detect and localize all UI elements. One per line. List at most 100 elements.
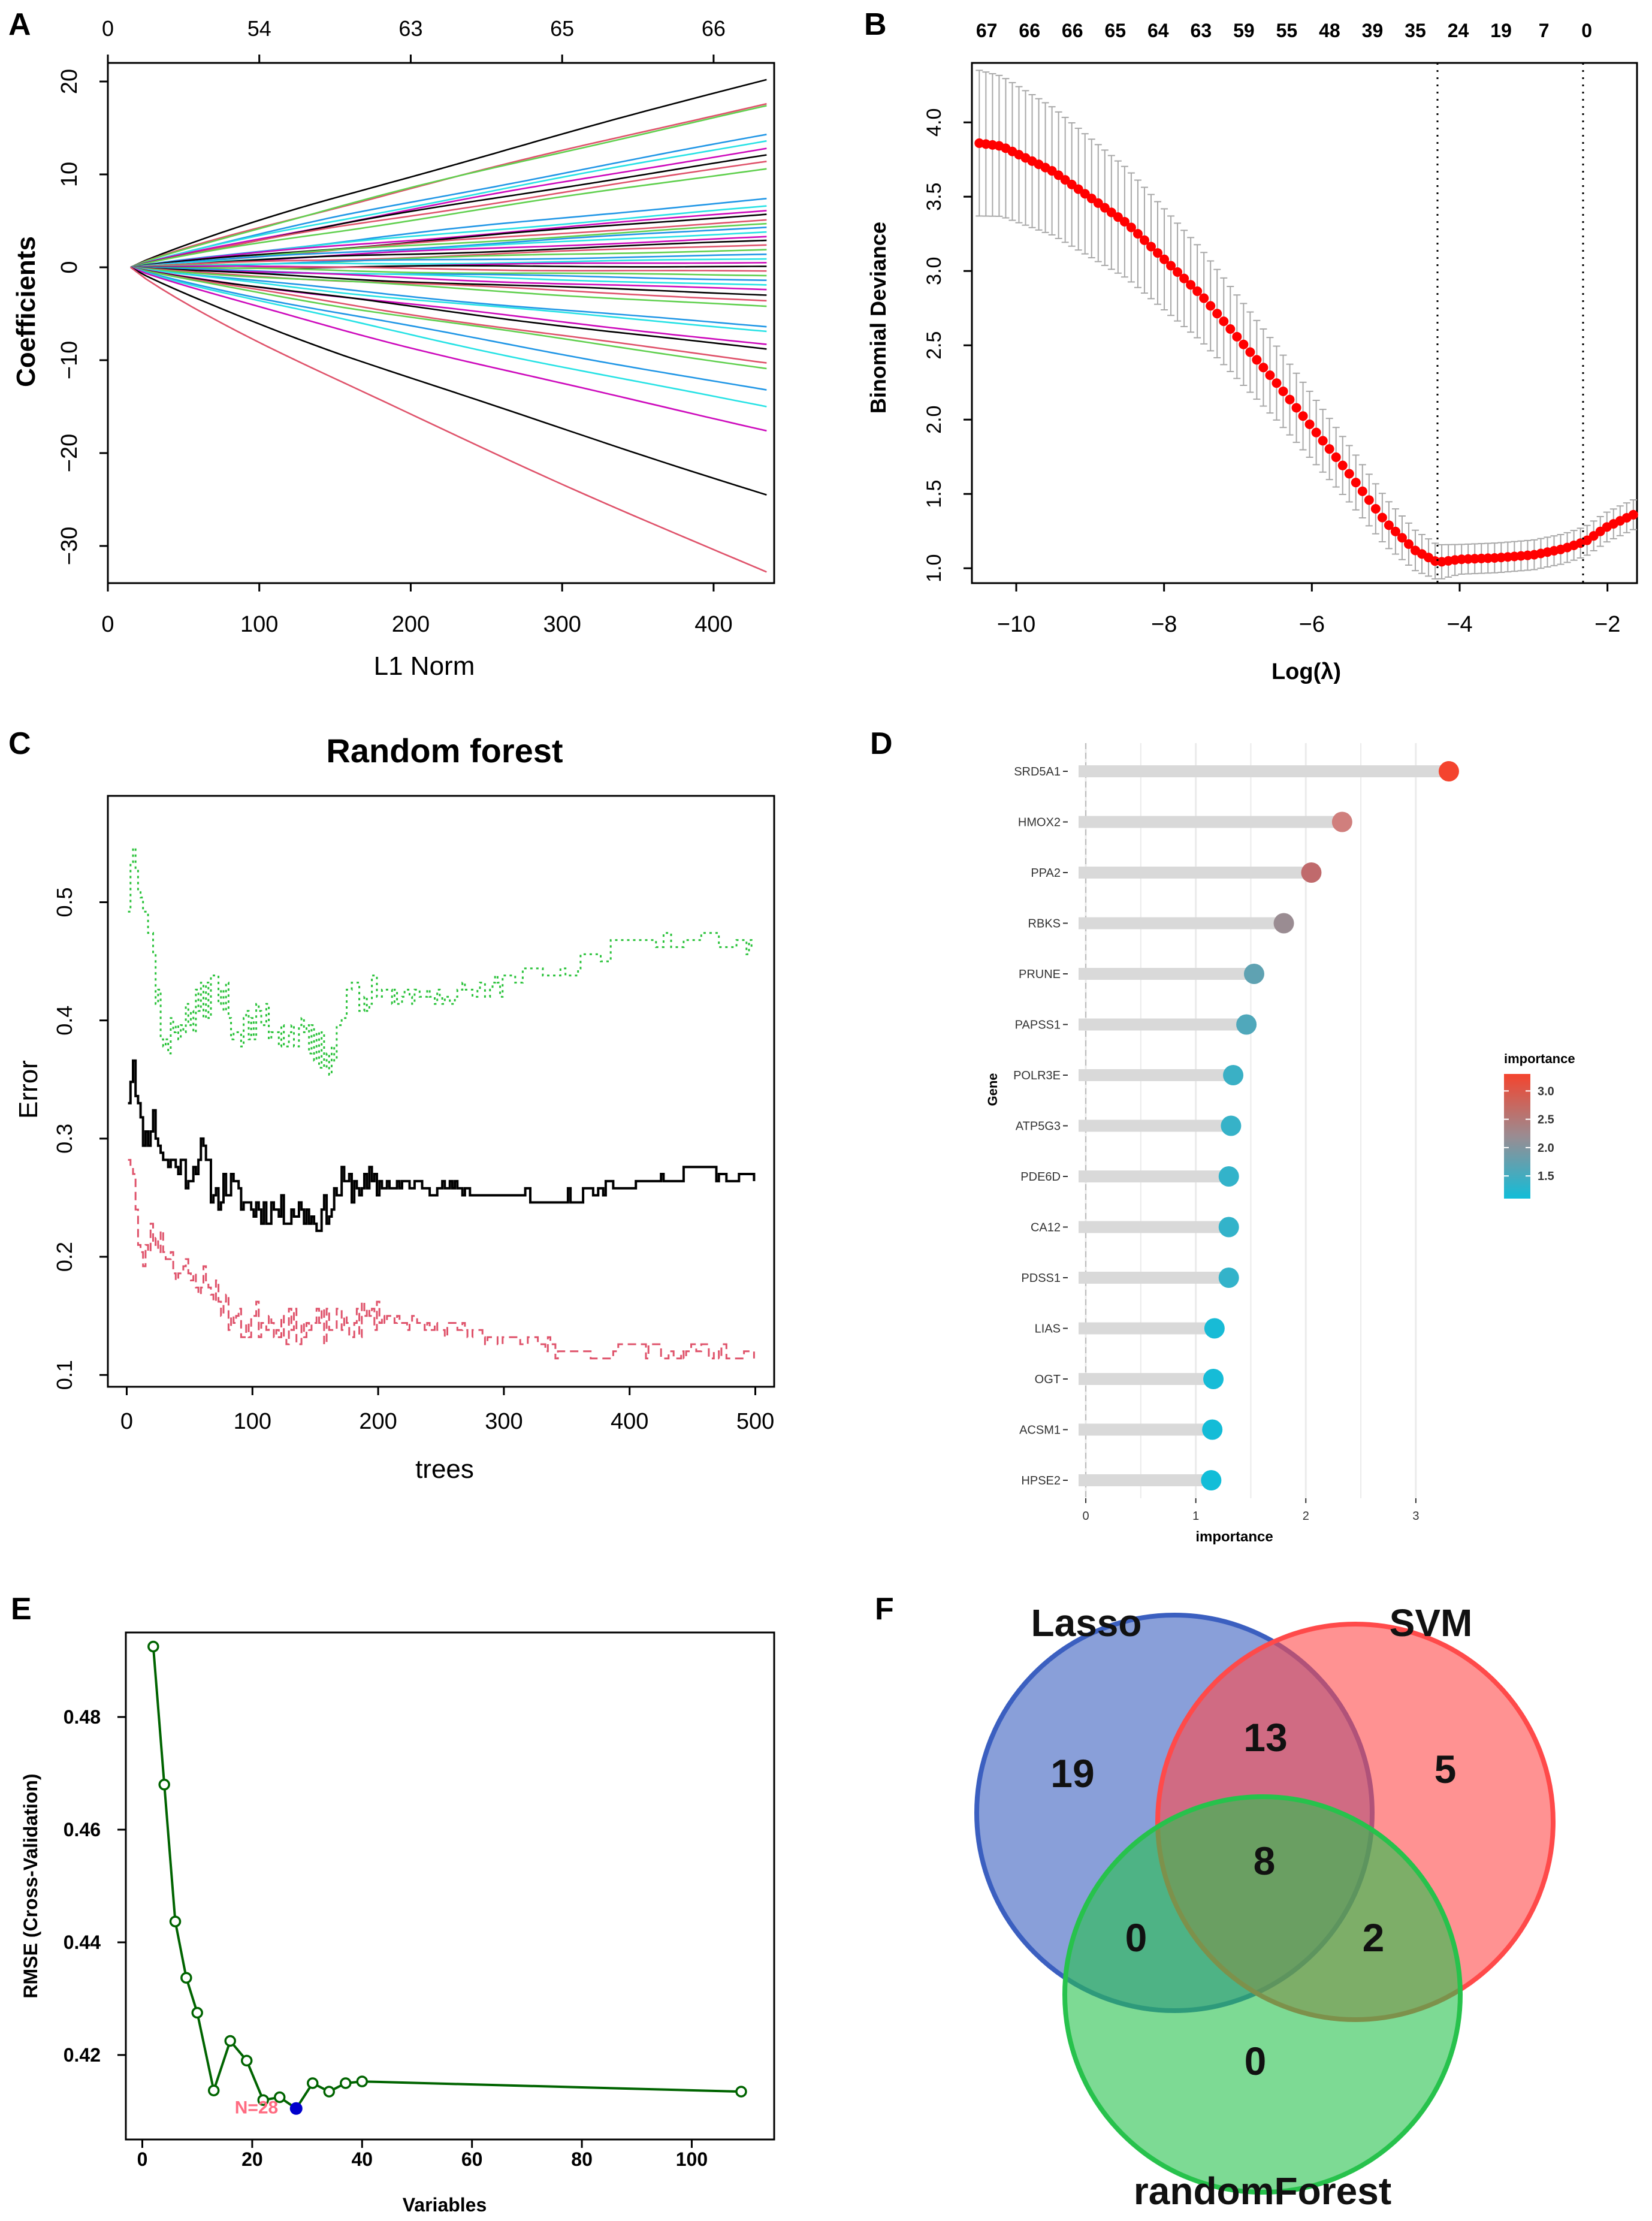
gene-label: SRD5A1	[1014, 765, 1061, 778]
coefficient-path-30	[130, 266, 767, 291]
panel-b-y-axis-title: Binomial Deviance	[866, 222, 890, 414]
panel-a-top-tick-label: 63	[398, 16, 422, 41]
deviance-point	[1258, 363, 1269, 373]
panel-b-top-tick-label: 59	[1233, 20, 1255, 41]
panel-d-legend-title: importance	[1504, 1051, 1575, 1066]
deviance-point	[1219, 316, 1229, 327]
coefficient-path-33	[130, 266, 767, 307]
deviance-point	[1225, 324, 1236, 334]
venn-region-lasso-only: 19	[1050, 1751, 1094, 1795]
panel-letter-c: C	[8, 726, 31, 761]
deviance-point	[1403, 539, 1414, 549]
deviance-point	[1331, 452, 1341, 462]
venn-label-svm: SVM	[1390, 1601, 1473, 1644]
panel-e-y-tick-label: 0.48	[64, 1706, 101, 1728]
deviance-point	[1384, 520, 1394, 530]
deviance-point	[1324, 444, 1334, 454]
panel-c-x-tick-label: 200	[359, 1409, 397, 1434]
panel-a-x-axis-title: L1 Norm	[374, 651, 475, 681]
panel-c-y-tick-label: 0.2	[52, 1242, 77, 1272]
panel-b-top-tick-label: 55	[1276, 20, 1298, 41]
panel-d-x-tick-label: 1	[1192, 1510, 1199, 1523]
rmse-point	[191, 2006, 203, 2019]
deviance-point	[1285, 394, 1295, 405]
rmse-point	[180, 1972, 192, 1984]
rmse-point	[224, 2035, 236, 2047]
panel-a-y-tick-label: 10	[57, 162, 82, 187]
venn-region-svm-only: 5	[1434, 1747, 1457, 1791]
lollipop-point	[1201, 1470, 1222, 1490]
rmse-point	[735, 2086, 747, 2098]
panel-e-rmse-curve: N=28	[147, 1640, 747, 2117]
coefficient-path-37	[130, 266, 767, 350]
panel-a-top-tick-label: 66	[702, 16, 726, 41]
panel-e-y-axis-title: RMSE (Cross-Validation)	[20, 1773, 41, 1998]
panel-d-legend-tick-label: 2.0	[1538, 1142, 1554, 1155]
coefficient-path-27	[130, 266, 767, 277]
deviance-point	[1252, 355, 1262, 365]
error-series-class2	[128, 847, 754, 1076]
deviance-point	[1311, 427, 1321, 437]
panel-letter-f: F	[875, 1592, 894, 1626]
rmse-point	[307, 2077, 319, 2089]
coefficient-path-32	[130, 266, 767, 302]
venn-region-lasso-svm: 13	[1243, 1715, 1287, 1760]
venn-region-randomforest-only: 0	[1245, 2039, 1267, 2083]
panel-b-x-tick-label: −4	[1446, 612, 1472, 637]
panel-a-plot-frame	[107, 62, 775, 584]
panel-b-top-tick-label: 39	[1362, 20, 1384, 41]
panel-d-x-tick-label: 3	[1412, 1510, 1419, 1523]
panel-b-top-tick-label: 63	[1191, 20, 1212, 41]
gene-label: POLR3E	[1013, 1069, 1061, 1082]
panel-a-y-axis-title: Coefficients	[11, 236, 41, 387]
panel-e-plot-frame	[125, 1631, 775, 2141]
venn-region-lasso-randomforest: 0	[1125, 1915, 1147, 1960]
gene-label: PRUNE	[1019, 968, 1061, 981]
rmse-point	[273, 2091, 286, 2104]
panel-b-plot-frame	[971, 62, 1638, 584]
panel-e-y-tick-label: 0.46	[64, 1819, 101, 1840]
deviance-point	[1318, 436, 1328, 446]
panel-b-top-tick-label: 48	[1319, 20, 1340, 41]
panel-a-y-tick-label: −30	[57, 527, 82, 565]
deviance-point	[1298, 411, 1308, 421]
lollipop-point	[1301, 862, 1322, 883]
panel-a-x-tick-label: 400	[694, 612, 732, 637]
rmse-line	[152, 1646, 742, 2111]
deviance-point	[1628, 509, 1638, 520]
coefficient-path-43	[130, 266, 767, 496]
coefficient-path-34	[130, 266, 767, 328]
deviance-point	[1390, 526, 1400, 536]
deviance-point	[1344, 469, 1354, 479]
panel-letter-e: E	[11, 1592, 32, 1626]
deviance-point	[1153, 248, 1163, 258]
coefficient-path-3	[130, 105, 767, 268]
panel-b-x-axis-title: Log(λ)	[1272, 659, 1341, 684]
panel-b-x-tick-label: −10	[997, 612, 1035, 637]
panel-a-x-tick-label: 200	[392, 612, 430, 637]
deviance-point	[1146, 242, 1156, 252]
panel-a-y-tick-label: 0	[57, 261, 82, 273]
lollipop-point	[1202, 1419, 1223, 1440]
panel-a-x-tick-label: 100	[240, 612, 278, 637]
deviance-point	[1166, 261, 1176, 271]
rmse-point	[340, 2077, 352, 2089]
coefficient-path-5	[130, 140, 767, 268]
panel-b-top-tick-label: 35	[1405, 20, 1426, 41]
rmse-point	[207, 2084, 220, 2096]
panel-b-x-tick-label: −8	[1151, 612, 1177, 637]
coefficient-path-38	[130, 266, 767, 364]
panel-a-y-tick-label: −20	[57, 434, 82, 472]
panel-b-top-tick-label: 66	[1019, 20, 1040, 41]
coefficient-path-39	[130, 266, 767, 370]
panel-b-top-tick-label: 67	[976, 20, 998, 41]
rmse-point	[147, 1640, 159, 1653]
panel-f-venn-diagram: Lasso SVM randomForest 19 13 5 8 0 2 0	[974, 1601, 1556, 2213]
panel-b-top-tick-label: 7	[1539, 20, 1550, 41]
panel-d-y-axis-title: Gene	[985, 1073, 1000, 1106]
panel-b-top-tick-label: 66	[1062, 20, 1083, 41]
deviance-point	[1370, 504, 1381, 514]
gene-label: RBKS	[1028, 918, 1061, 931]
